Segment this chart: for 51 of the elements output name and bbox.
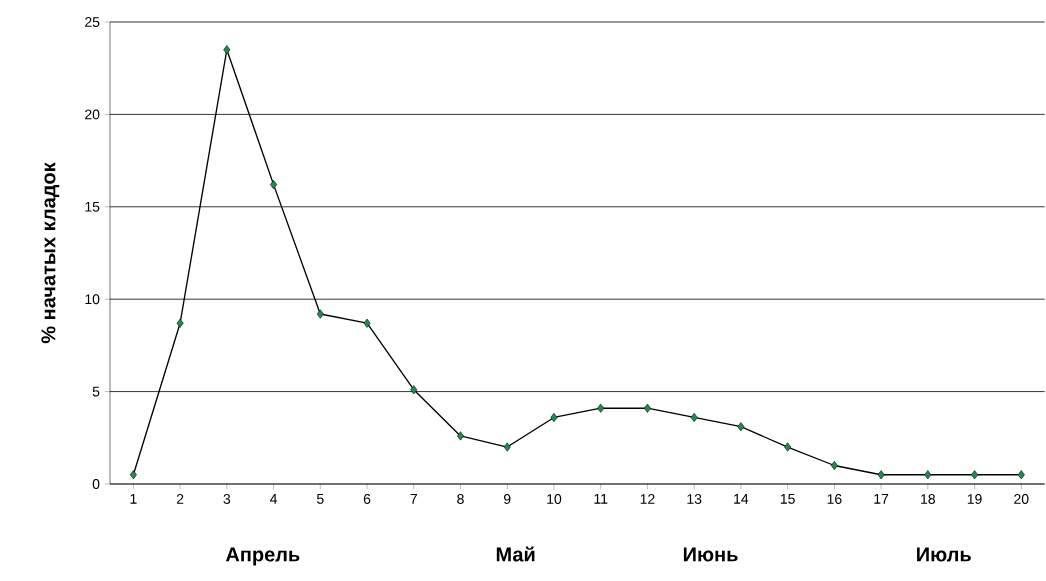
- x-tick-label: 9: [503, 494, 511, 504]
- point: [737, 422, 745, 432]
- point: [690, 412, 698, 422]
- point: [503, 442, 511, 452]
- x-tick-label: 8: [457, 494, 464, 504]
- x-tick-label: 15: [780, 494, 795, 504]
- y-tick-label: 5: [92, 386, 100, 397]
- x-tick-label: 11: [594, 494, 608, 504]
- point: [270, 180, 278, 190]
- x-tick-label: 17: [874, 494, 889, 504]
- y-axis-title: % начатых кладок: [41, 162, 60, 344]
- point: [643, 403, 651, 413]
- y-tick-label: 25: [85, 17, 100, 27]
- x-tick-label: 2: [176, 494, 184, 504]
- point: [363, 318, 371, 328]
- point: [223, 45, 231, 55]
- point: [924, 470, 932, 480]
- x-tick-label: 10: [547, 494, 562, 504]
- text: Июль: [917, 547, 971, 562]
- text: Июнь: [683, 547, 738, 562]
- y-tick-label: 15: [85, 201, 100, 212]
- x-tick-label: 19: [967, 494, 982, 504]
- point: [877, 470, 885, 480]
- point: [784, 442, 792, 452]
- x-tick-label: 4: [269, 494, 278, 504]
- point: [830, 460, 838, 471]
- y-tick-label: 0: [92, 479, 100, 489]
- point: [1017, 470, 1025, 480]
- text: Апрель: [225, 547, 300, 566]
- point: [410, 385, 418, 395]
- point: [457, 431, 464, 441]
- point: [316, 309, 324, 319]
- x-tick-label: 13: [687, 494, 702, 504]
- point: [129, 470, 137, 480]
- x-tick-label: 18: [921, 494, 935, 504]
- x-tick-label: 3: [223, 494, 231, 504]
- point: [550, 412, 558, 422]
- x-tick-label: 16: [827, 494, 842, 504]
- x-tick-label: 20: [1014, 494, 1029, 504]
- point: [597, 403, 605, 413]
- x-tick-label: 5: [316, 494, 324, 504]
- y-tick-label: 10: [85, 294, 100, 305]
- x-tick-label: 6: [363, 494, 371, 504]
- x-tick-label: 1: [130, 494, 137, 504]
- x-tick-label: 12: [640, 494, 655, 504]
- x-tick-label: 7: [410, 494, 417, 504]
- y-tick-label: 20: [85, 109, 100, 120]
- point: [971, 470, 979, 480]
- x-tick-label: 14: [734, 494, 749, 504]
- text: Май: [496, 546, 535, 562]
- point: [176, 318, 184, 328]
